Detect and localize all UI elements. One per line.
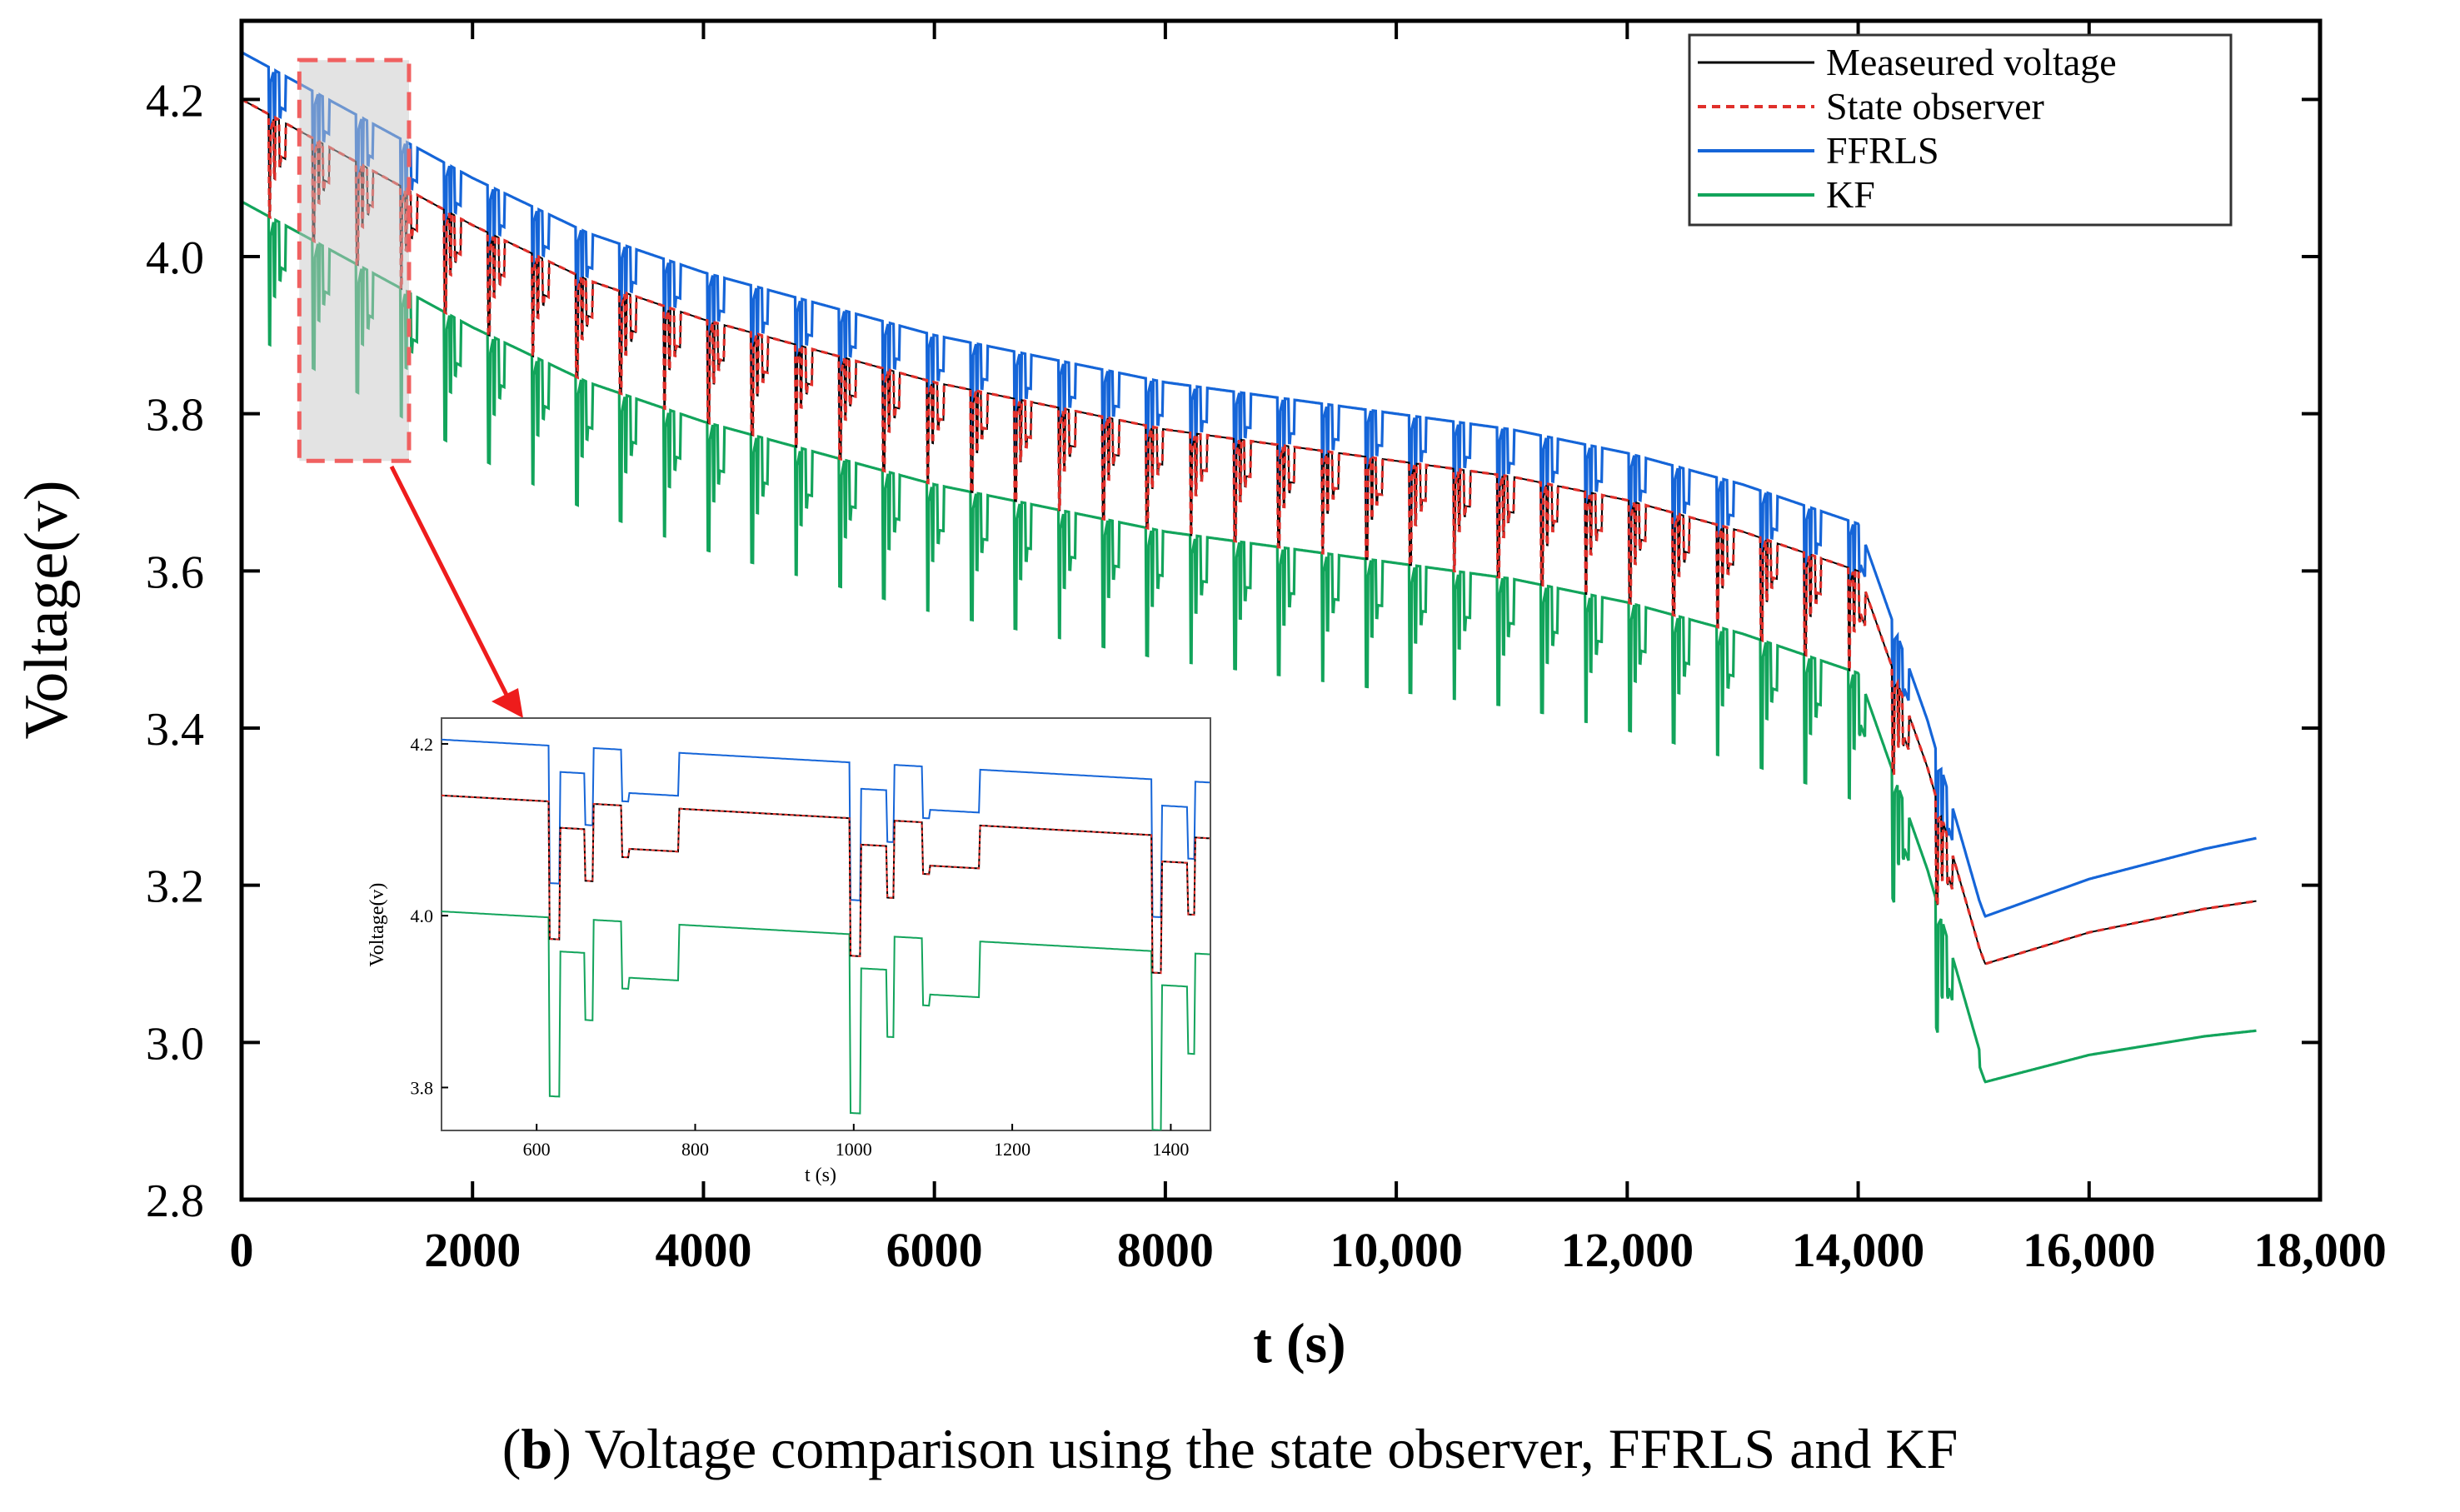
main-plot-series xyxy=(242,51,2257,1084)
inset-series-line-kf xyxy=(442,911,1210,1130)
inset-y-axis: 3.8 4.0 4.2 xyxy=(411,734,448,1098)
inset-y-tick-label: 4.2 xyxy=(411,734,434,755)
inset-series-line-state-observer xyxy=(442,794,1210,975)
x-axis: 0 2000 4000 6000 8000 10,000 12,000 14,000 16,00… xyxy=(230,21,2387,1277)
plot-frame xyxy=(239,18,2323,1202)
x-tick-label: 14,000 xyxy=(1792,1223,1925,1277)
series-line-state-observer xyxy=(242,97,2257,966)
y-axis: 2.8 3.0 3.2 3.4 3.6 3.8 4.0 4.2 xyxy=(146,75,2320,1227)
legend-label-measured: Measeured voltage xyxy=(1826,41,2117,83)
x-tick-label: 6000 xyxy=(886,1223,983,1277)
legend-label-kf: KF xyxy=(1826,173,1875,216)
inset-x-tick-label: 1400 xyxy=(1152,1139,1189,1160)
inset-x-axis-label: t (s) xyxy=(805,1165,836,1186)
figure-caption: (b) Voltage comparison using the state o… xyxy=(501,1417,1959,1480)
inset-y-tick-label: 3.8 xyxy=(411,1077,434,1098)
legend: Measeured voltage State observer FFRLS K… xyxy=(1688,33,2233,227)
inset-x-tick-label: 600 xyxy=(523,1139,551,1160)
inset-x-tick-label: 800 xyxy=(681,1139,709,1160)
zoom-arrow xyxy=(389,465,512,703)
series-line-kf xyxy=(242,200,2257,1084)
y-tick-label: 2.8 xyxy=(146,1175,204,1227)
inset-plot-series xyxy=(442,738,1210,1130)
inset-x-tick-label: 1000 xyxy=(836,1139,872,1160)
y-tick-label: 3.4 xyxy=(146,704,204,756)
legend-label-ffrls: FFRLS xyxy=(1826,129,1939,172)
x-tick-label: 18,000 xyxy=(2253,1223,2387,1277)
legend-label-observer: State observer xyxy=(1826,85,2044,127)
x-tick-label: 4000 xyxy=(655,1223,751,1277)
x-tick-label: 16,000 xyxy=(2023,1223,2156,1277)
y-axis-label: Voltage(v) xyxy=(12,481,81,740)
y-tick-label: 3.6 xyxy=(146,546,204,598)
inset-x-tick-label: 1200 xyxy=(994,1139,1030,1160)
x-tick-label: 0 xyxy=(230,1223,254,1277)
caption-text: Voltage comparison using the state obser… xyxy=(571,1417,1959,1480)
x-tick-label: 12,000 xyxy=(1561,1223,1694,1277)
inset-y-axis-label: Voltage(v) xyxy=(367,883,388,967)
x-tick-label: 10,000 xyxy=(1330,1223,1463,1277)
inset-plot: 600 800 1000 1200 1400 3.8 4.0 4.2 t (s) Volta… xyxy=(367,717,1211,1186)
y-tick-label: 3.0 xyxy=(146,1018,204,1070)
zoom-arrowhead xyxy=(492,688,523,718)
caption-panel-letter: b xyxy=(521,1417,553,1480)
zoom-highlight-box xyxy=(297,57,412,463)
inset-background xyxy=(441,717,1211,1131)
x-tick-label: 8000 xyxy=(1117,1223,1214,1277)
y-tick-label: 4.0 xyxy=(146,232,204,284)
x-axis-label: t (s) xyxy=(1253,1311,1345,1375)
inset-x-axis: 600 800 1000 1200 1400 xyxy=(523,1124,1189,1160)
inset-y-tick-label: 4.0 xyxy=(411,906,434,926)
inset-series-line-ffrls xyxy=(442,738,1210,919)
y-tick-label: 3.2 xyxy=(146,861,204,913)
y-tick-label: 3.8 xyxy=(146,390,204,442)
y-tick-label: 4.2 xyxy=(146,75,204,127)
x-tick-label: 2000 xyxy=(424,1223,521,1277)
